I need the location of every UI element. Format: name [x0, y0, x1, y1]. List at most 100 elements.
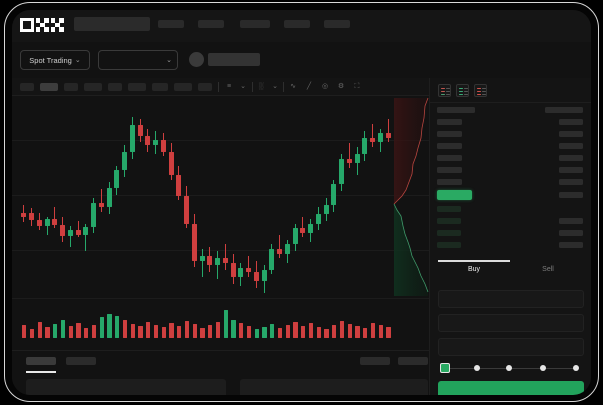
ask-row-price[interactable]: [437, 179, 462, 185]
timeframe-more[interactable]: [174, 83, 192, 91]
price-chart[interactable]: [12, 96, 429, 350]
candle-body: [168, 151, 174, 175]
volume-bar: [53, 324, 58, 338]
timeframe-1d[interactable]: [108, 83, 122, 91]
candle-wick: [217, 251, 219, 280]
chevron-down-icon[interactable]: ⌄: [240, 83, 246, 90]
orderbook-header-amount: [545, 107, 583, 113]
bottom-action-1[interactable]: [360, 357, 390, 365]
candle: [308, 110, 314, 300]
candle: [106, 110, 112, 300]
nav-item-wallet[interactable]: [284, 20, 310, 28]
bid-row-price[interactable]: [437, 230, 461, 236]
timeframe-1mo[interactable]: [152, 83, 168, 91]
tab-open-orders[interactable]: [26, 357, 56, 365]
ask-row-amount: [559, 143, 583, 149]
candle: [137, 110, 143, 300]
timeframe-15m[interactable]: [40, 83, 58, 91]
chevron-down-icon-2[interactable]: ⌄: [272, 83, 278, 90]
coin-avatar: [189, 52, 204, 67]
slider-handle[interactable]: [440, 363, 450, 373]
candle-wick: [100, 188, 102, 212]
search-input[interactable]: [74, 17, 150, 31]
volume-bar: [231, 320, 236, 338]
candle: [377, 110, 383, 300]
volume-bar: [107, 314, 112, 338]
slider-step-100[interactable]: [573, 364, 579, 371]
line-chart-icon[interactable]: ∿: [290, 83, 296, 90]
bid-row-amount: [559, 242, 583, 248]
bottom-action-2[interactable]: [398, 357, 428, 365]
tab-sell[interactable]: Sell: [542, 266, 554, 273]
bid-row-price[interactable]: [437, 218, 461, 224]
trading-mode-dropdown[interactable]: Spot Trading ⌄: [20, 50, 90, 70]
candle-body: [222, 258, 228, 263]
candle: [215, 110, 221, 300]
orderbook-mode-asks[interactable]: [474, 84, 487, 97]
candle-body: [323, 205, 329, 215]
candle: [230, 110, 236, 300]
slider-step-75[interactable]: [540, 364, 546, 371]
candle: [52, 110, 58, 300]
fullscreen-icon[interactable]: ⛶: [354, 83, 360, 90]
tab-order-history[interactable]: [66, 357, 96, 365]
nav-item-earn[interactable]: [240, 20, 270, 28]
amount-slider[interactable]: [440, 363, 582, 373]
ask-row-amount: [559, 167, 583, 173]
app-screen: Spot Trading ⌄ ⌄: [12, 10, 591, 395]
timeframe-1h[interactable]: [64, 83, 78, 91]
ask-row-price[interactable]: [437, 119, 462, 125]
price-input[interactable]: [438, 290, 584, 308]
ask-row-price[interactable]: [437, 143, 462, 149]
tab-buy[interactable]: Buy: [467, 266, 481, 273]
nav-item-trade[interactable]: [158, 20, 184, 28]
volume-histogram: [20, 308, 392, 338]
alert-icon[interactable]: ◎: [321, 83, 329, 90]
nav-item-more[interactable]: [324, 20, 350, 28]
candle-body: [207, 255, 213, 266]
candle: [261, 110, 267, 300]
indicator-icon[interactable]: ≡: [226, 83, 232, 90]
candle-wick: [279, 235, 281, 259]
slider-step-50[interactable]: [506, 364, 512, 371]
timeframe-1m[interactable]: [20, 83, 34, 91]
ask-row-price[interactable]: [437, 131, 462, 137]
drawing-tool-icon[interactable]: ╱: [306, 83, 312, 90]
chart-type-icon[interactable]: ░: [258, 83, 264, 90]
candle-body: [277, 248, 283, 254]
total-input[interactable]: [438, 338, 584, 356]
timeframe-1w[interactable]: [128, 83, 146, 91]
candle-body: [308, 223, 314, 233]
nav-item-markets[interactable]: [198, 20, 224, 28]
candle: [75, 110, 81, 300]
settings-icon[interactable]: ⚙: [337, 83, 345, 90]
candle: [191, 110, 197, 300]
orderbook-mode-bids[interactable]: [456, 84, 469, 97]
buy-button[interactable]: [438, 381, 584, 395]
orderbook-header-price: [437, 107, 475, 113]
candle-body: [339, 158, 345, 185]
volume-bar: [316, 327, 321, 338]
volume-bar: [22, 325, 27, 338]
candle-body: [91, 202, 97, 227]
slider-step-25[interactable]: [474, 364, 480, 371]
orderbook-mode-both[interactable]: [438, 84, 451, 97]
candle-body: [160, 140, 166, 152]
okx-logo[interactable]: [20, 18, 64, 32]
ask-row-price[interactable]: [437, 155, 462, 161]
timeframe-custom[interactable]: [198, 83, 212, 91]
current-price-highlight[interactable]: [437, 190, 472, 200]
amount-input[interactable]: [438, 314, 584, 332]
order-book[interactable]: [430, 105, 591, 257]
candle-body: [67, 230, 73, 237]
ask-row-price[interactable]: [437, 167, 462, 173]
bid-row-price[interactable]: [437, 242, 461, 248]
volume-bar: [277, 328, 283, 338]
candle: [98, 110, 104, 300]
volume-bar: [29, 329, 35, 338]
timeframe-4h[interactable]: [84, 83, 102, 91]
pair-selector-dropdown[interactable]: ⌄: [98, 50, 178, 70]
bid-row-price[interactable]: [437, 206, 461, 212]
candle-body: [176, 174, 182, 196]
candle-body: [300, 228, 306, 233]
